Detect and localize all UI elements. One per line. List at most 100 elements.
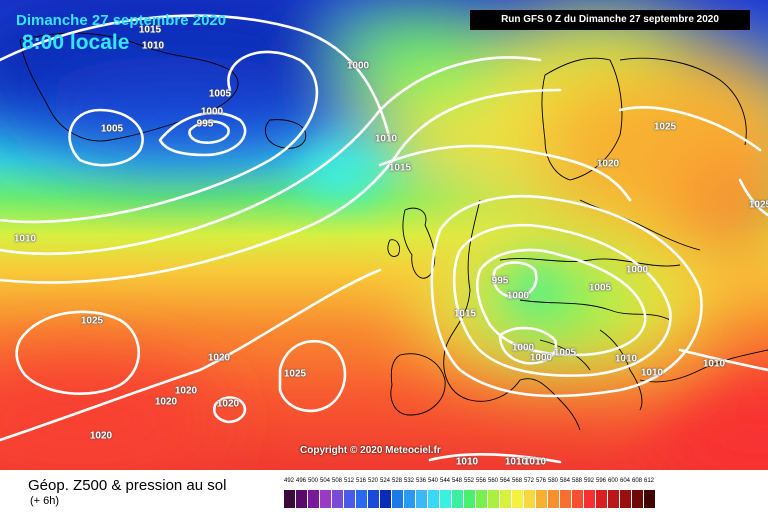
legend-swatch bbox=[452, 490, 463, 508]
isobar-label: 1015 bbox=[388, 162, 412, 174]
legend-tick-label: 596 bbox=[595, 478, 606, 484]
isobar-label: 1005 bbox=[100, 123, 124, 135]
isobar-label: 1005 bbox=[588, 282, 612, 294]
isobar-label: 1025 bbox=[80, 315, 104, 327]
legend-tick-label: 584 bbox=[559, 478, 570, 484]
isobar-label: 1010 bbox=[504, 456, 528, 468]
legend-swatch bbox=[320, 490, 331, 508]
isobar-label: 1010 bbox=[523, 456, 547, 468]
legend-tick-label: 528 bbox=[391, 478, 402, 484]
coastlines bbox=[19, 32, 768, 431]
legend-tick-label: 512 bbox=[343, 478, 354, 484]
legend-swatch bbox=[488, 490, 499, 508]
legend-tick-label: 612 bbox=[643, 478, 654, 484]
legend-swatch bbox=[464, 490, 475, 508]
geopotential-map bbox=[0, 0, 768, 470]
isobar-label: 1005 bbox=[208, 88, 232, 100]
legend-swatch bbox=[572, 490, 583, 508]
legend-swatch bbox=[644, 490, 655, 508]
isobar-label: 1000 bbox=[511, 342, 535, 354]
isobar-label: 1015 bbox=[138, 24, 162, 36]
legend-swatch bbox=[308, 490, 319, 508]
isobar-label: 1000 bbox=[200, 106, 224, 118]
legend-swatch bbox=[536, 490, 547, 508]
isobar-label: 1020 bbox=[154, 396, 178, 408]
color-legend bbox=[284, 490, 656, 508]
forecast-time: 8:00 locale bbox=[22, 31, 130, 54]
isobar-label: 1010 bbox=[455, 456, 479, 468]
legend-swatch bbox=[560, 490, 571, 508]
legend-swatch bbox=[632, 490, 643, 508]
isobar-label: 995 bbox=[196, 118, 214, 130]
legend-swatch bbox=[548, 490, 559, 508]
isobar-label: 1000 bbox=[529, 352, 553, 364]
legend-tick-label: 504 bbox=[319, 478, 330, 484]
legend-tick-label: 516 bbox=[355, 478, 366, 484]
isobar-label: 1025 bbox=[283, 368, 307, 380]
legend-tick-label: 552 bbox=[463, 478, 474, 484]
legend-tick-label: 536 bbox=[415, 478, 426, 484]
legend-tick-label: 600 bbox=[607, 478, 618, 484]
legend-swatch bbox=[380, 490, 391, 508]
legend-tick-label: 564 bbox=[499, 478, 510, 484]
legend-swatch bbox=[440, 490, 451, 508]
legend-tick-label: 568 bbox=[511, 478, 522, 484]
legend-tick-label: 576 bbox=[535, 478, 546, 484]
legend-tick-label: 508 bbox=[331, 478, 342, 484]
legend-swatch bbox=[404, 490, 415, 508]
isobar-label: 1020 bbox=[216, 398, 240, 410]
legend-swatch bbox=[476, 490, 487, 508]
model-run-banner: Run GFS 0 Z du Dimanche 27 septembre 202… bbox=[470, 10, 750, 30]
isobar-label: 1020 bbox=[174, 385, 198, 397]
isobar-label: 1010 bbox=[640, 367, 664, 379]
isobar-label: 1010 bbox=[614, 353, 638, 365]
footer-title: Géop. Z500 & pression au sol bbox=[28, 477, 227, 494]
legend-tick-label: 520 bbox=[367, 478, 378, 484]
legend-swatch bbox=[500, 490, 511, 508]
footer-subtitle: (+ 6h) bbox=[30, 495, 60, 507]
isobar-label: 1010 bbox=[374, 133, 398, 145]
legend-tick-label: 548 bbox=[451, 478, 462, 484]
legend-tick-label: 540 bbox=[427, 478, 438, 484]
legend-swatch bbox=[296, 490, 307, 508]
legend-tick-label: 556 bbox=[475, 478, 486, 484]
legend-swatch bbox=[524, 490, 535, 508]
legend-tick-label: 500 bbox=[307, 478, 318, 484]
legend-swatch bbox=[584, 490, 595, 508]
legend-tick-label: 560 bbox=[487, 478, 498, 484]
legend-swatch bbox=[620, 490, 631, 508]
legend-tick-label: 572 bbox=[523, 478, 534, 484]
isobar-label: 1010 bbox=[13, 233, 37, 245]
copyright-notice: Copyright © 2020 Meteociel.fr bbox=[300, 445, 441, 456]
isobar-label: 1020 bbox=[596, 158, 620, 170]
isobar-label: 1025 bbox=[653, 121, 677, 133]
legend-swatch bbox=[512, 490, 523, 508]
legend-swatch bbox=[344, 490, 355, 508]
legend-tick-label: 532 bbox=[403, 478, 414, 484]
legend-swatch bbox=[392, 490, 403, 508]
legend-tick-label: 496 bbox=[295, 478, 306, 484]
legend-tick-label: 608 bbox=[631, 478, 642, 484]
isobars bbox=[0, 14, 768, 464]
geopotential-shading bbox=[0, 0, 768, 470]
isobar-label: 1010 bbox=[141, 40, 165, 52]
isobar-label: 1000 bbox=[625, 264, 649, 276]
legend-tick-label: 580 bbox=[547, 478, 558, 484]
isobar-label: 1025 bbox=[748, 199, 768, 211]
legend-swatch bbox=[332, 490, 343, 508]
isobar-label: 1000 bbox=[346, 60, 370, 72]
legend-tick-label: 544 bbox=[439, 478, 450, 484]
forecast-date: Dimanche 27 septembre 2020 bbox=[16, 12, 227, 29]
legend-swatch bbox=[608, 490, 619, 508]
legend-tick-label: 592 bbox=[583, 478, 594, 484]
isobar-label: 995 bbox=[491, 275, 509, 287]
legend-swatch bbox=[596, 490, 607, 508]
legend-swatch bbox=[428, 490, 439, 508]
isobar-label: 1005 bbox=[553, 347, 577, 359]
isobar-label: 1010 bbox=[702, 358, 726, 370]
legend-tick-label: 492 bbox=[283, 478, 294, 484]
isobar-label: 1015 bbox=[453, 308, 477, 320]
legend-tick-label: 524 bbox=[379, 478, 390, 484]
legend-tick-label: 588 bbox=[571, 478, 582, 484]
